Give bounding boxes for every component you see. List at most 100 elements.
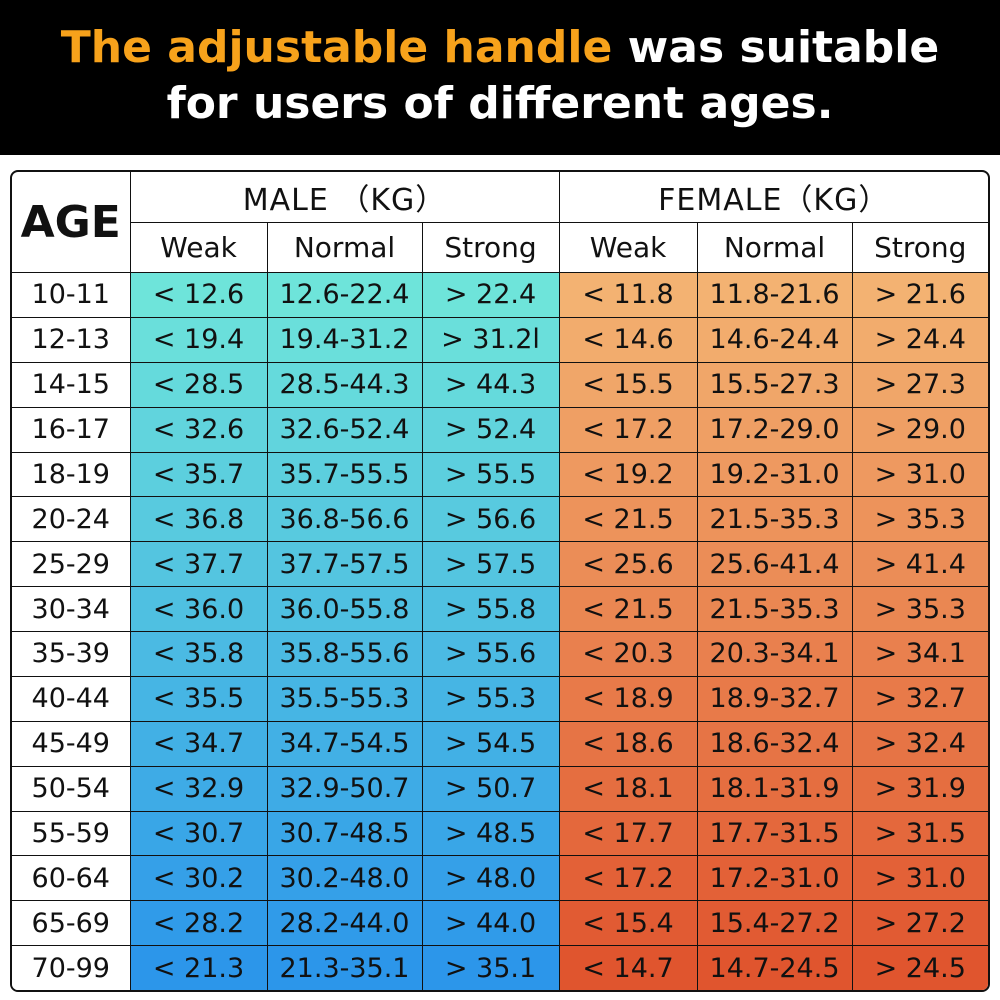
age-cell: 40-44 [12,675,131,722]
female-cell: < 19.2 [558,451,698,498]
table-row: 70-99 < 21.3 21.3-35.1 > 35.1 < 14.7 14.7-24.… [12,945,988,990]
female-normal-header: Normal [696,222,853,273]
female-strong-header: Strong [851,222,988,273]
male-cell: > 55.6 [421,631,560,677]
male-normal-header: Normal [266,222,423,273]
male-cell: > 44.0 [421,900,560,947]
age-cell: 18-19 [12,451,131,498]
age-cell: 14-15 [12,361,131,408]
male-cell: < 35.8 [129,631,268,677]
female-cell: 18.1-31.9 [696,765,853,812]
male-cell: < 32.9 [129,765,268,812]
title-banner: The adjustable handle was suitable for u… [0,0,1000,155]
male-strong-header: Strong [421,222,560,273]
male-cell: > 22.4 [421,272,560,318]
table-row: 50-54 < 32.9 32.9-50.7 > 50.7 < 18.1 18.1-31.… [12,765,988,812]
female-cell: > 32.7 [851,675,988,722]
female-cell: < 25.6 [558,541,698,588]
male-cell: > 54.5 [421,720,560,767]
table-row: 40-44 < 35.5 35.5-55.3 > 55.3 < 18.9 18.9-32.… [12,675,988,722]
female-cell: < 21.5 [558,496,698,543]
male-cell: > 35.1 [421,945,560,990]
age-cell: 60-64 [12,855,131,902]
male-cell: 30.7-48.5 [266,810,423,857]
table-row: 12-13 < 19.4 19.4-31.2 > 31.2l < 14.6 14.6-24… [12,316,988,363]
table-row: 14-15 < 28.5 28.5-44.3 > 44.3 < 15.5 15.5-27.… [12,361,988,408]
female-cell: > 35.3 [851,496,988,543]
female-cell: < 18.9 [558,675,698,722]
age-cell: 65-69 [12,900,131,947]
female-cell: 19.2-31.0 [696,451,853,498]
male-cell: < 28.2 [129,900,268,947]
male-cell: < 21.3 [129,945,268,990]
male-cell: 37.7-57.5 [266,541,423,588]
male-cell: > 31.2l [421,316,560,363]
title-rest: was suitable [612,22,940,73]
female-weak-header: Weak [558,222,698,273]
female-cell: 21.5-35.3 [696,496,853,543]
male-cell: > 50.7 [421,765,560,812]
male-cell: < 28.5 [129,361,268,408]
male-cell: < 30.7 [129,810,268,857]
male-cell: 12.6-22.4 [266,272,423,318]
male-cell: > 56.6 [421,496,560,543]
table-row: 30-34 < 36.0 36.0-55.8 > 55.8 < 21.5 21.5-35.… [12,586,988,632]
male-cell: < 32.6 [129,406,268,453]
age-cell: 25-29 [12,541,131,588]
female-cell: < 14.6 [558,316,698,363]
age-header: AGE [12,172,131,273]
age-cell: 20-24 [12,496,131,543]
male-cell: 21.3-35.1 [266,945,423,990]
age-cell: 55-59 [12,810,131,857]
female-cell: 20.3-34.1 [696,631,853,677]
female-cell: 14.6-24.4 [696,316,853,363]
table-row: 20-24 < 36.8 36.8-56.6 > 56.6 < 21.5 21.5-35.… [12,496,988,543]
male-cell: 32.9-50.7 [266,765,423,812]
male-cell: > 55.5 [421,451,560,498]
age-cell: 50-54 [12,765,131,812]
female-cell: < 15.4 [558,900,698,947]
female-cell: 21.5-35.3 [696,586,853,632]
male-cell: < 36.0 [129,586,268,632]
female-cell: < 11.8 [558,272,698,318]
age-cell: 10-11 [12,272,131,318]
male-cell: > 55.8 [421,586,560,632]
female-cell: 18.6-32.4 [696,720,853,767]
male-cell: 36.0-55.8 [266,586,423,632]
male-cell: 30.2-48.0 [266,855,423,902]
table-row: 25-29 < 37.7 37.7-57.5 > 57.5 < 25.6 25.6-41.… [12,541,988,588]
female-cell: < 21.5 [558,586,698,632]
age-cell: 35-39 [12,631,131,677]
age-cell: 12-13 [12,316,131,363]
male-cell: 35.5-55.3 [266,675,423,722]
male-cell: < 19.4 [129,316,268,363]
female-cell: < 17.2 [558,406,698,453]
male-cell: > 48.0 [421,855,560,902]
female-cell: > 41.4 [851,541,988,588]
male-cell: 28.5-44.3 [266,361,423,408]
female-cell: > 27.3 [851,361,988,408]
female-cell: > 35.3 [851,586,988,632]
male-cell: < 37.7 [129,541,268,588]
female-cell: > 21.6 [851,272,988,318]
female-cell: > 31.0 [851,451,988,498]
female-cell: < 17.2 [558,855,698,902]
table-row: 55-59 < 30.7 30.7-48.5 > 48.5 < 17.7 17.7-31.… [12,810,988,857]
female-cell: > 32.4 [851,720,988,767]
male-weak-header: Weak [130,222,268,273]
female-cell: > 29.0 [851,406,988,453]
female-cell: 25.6-41.4 [696,541,853,588]
male-cell: > 55.3 [421,675,560,722]
male-cell: < 35.7 [129,451,268,498]
male-cell: < 30.2 [129,855,268,902]
female-cell: < 14.7 [558,945,698,990]
female-cell: > 31.9 [851,765,988,812]
female-cell: < 18.1 [558,765,698,812]
male-cell: 34.7-54.5 [266,720,423,767]
female-cell: < 20.3 [558,631,698,677]
female-cell: 17.7-31.5 [696,810,853,857]
female-cell: 17.2-29.0 [696,406,853,453]
title-line-1: The adjustable handle was suitable [0,20,1000,76]
male-cell: < 36.8 [129,496,268,543]
male-cell: > 52.4 [421,406,560,453]
